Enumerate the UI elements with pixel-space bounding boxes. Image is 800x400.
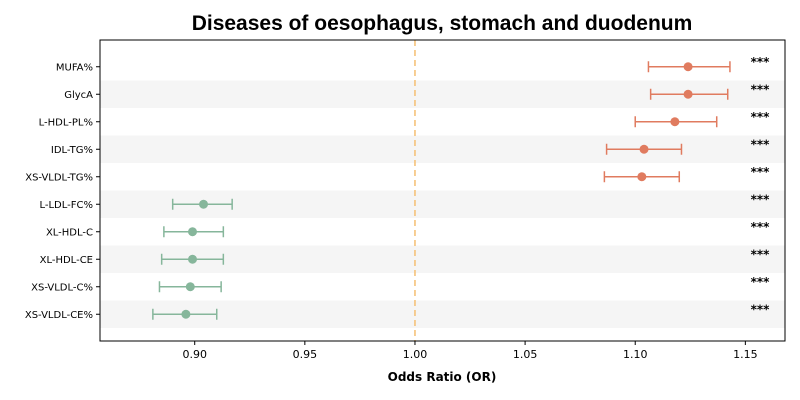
data-marks: *** *** *** *** *** *** *** *** *** *** (152, 55, 771, 320)
category-label: MUFA% (56, 62, 93, 73)
significance-label: *** (751, 247, 771, 261)
or-point (188, 227, 198, 237)
x-tick-label: 1.15 (733, 348, 758, 361)
significance-label: *** (751, 165, 771, 179)
y-axis: MUFA% GlycA L-HDL-PL% IDL-TG% XS-VLDL-TG% L-L… (25, 62, 100, 321)
category-label: L-HDL-PL% (39, 117, 93, 128)
significance-label: *** (751, 220, 771, 234)
x-axis-label: Odds Ratio (OR) (388, 370, 497, 384)
or-point (670, 117, 680, 127)
significance-label: *** (751, 302, 771, 316)
significance-label: *** (751, 110, 771, 124)
significance-label: *** (751, 82, 771, 96)
chart-title: Diseases of oesophagus, stomach and duod… (192, 12, 693, 35)
row-stripe (100, 135, 785, 163)
or-point (639, 144, 649, 154)
significance-label: *** (751, 137, 771, 151)
or-point (683, 89, 693, 99)
significance-label: *** (751, 275, 771, 289)
category-label: XS-VLDL-TG% (25, 172, 93, 183)
or-point (199, 199, 209, 209)
plot-frame (99, 39, 786, 342)
category-label: XS-VLDL-C% (31, 282, 93, 293)
category-label: XL-HDL-C (46, 227, 93, 238)
significance-label: *** (751, 55, 771, 69)
x-tick-label: 1.00 (403, 348, 428, 361)
category-label: IDL-TG% (51, 145, 93, 156)
category-label: XS-VLDL-CE% (25, 310, 93, 321)
category-label: L-LDL-FC% (39, 200, 93, 211)
or-point (185, 282, 195, 292)
x-tick-label: 0.95 (293, 348, 318, 361)
or-point (188, 254, 198, 264)
or-point (637, 172, 647, 182)
or-point (683, 62, 693, 72)
x-tick-label: 0.90 (182, 348, 207, 361)
x-tick-label: 1.10 (623, 348, 648, 361)
category-label: GlycA (64, 90, 93, 101)
x-axis: 0.90 0.95 1.00 1.05 1.10 1.15 (182, 341, 758, 361)
significance-label: *** (751, 192, 771, 206)
x-tick-label: 1.05 (513, 348, 538, 361)
category-label: XL-HDL-CE (40, 255, 93, 266)
or-point (181, 309, 191, 319)
